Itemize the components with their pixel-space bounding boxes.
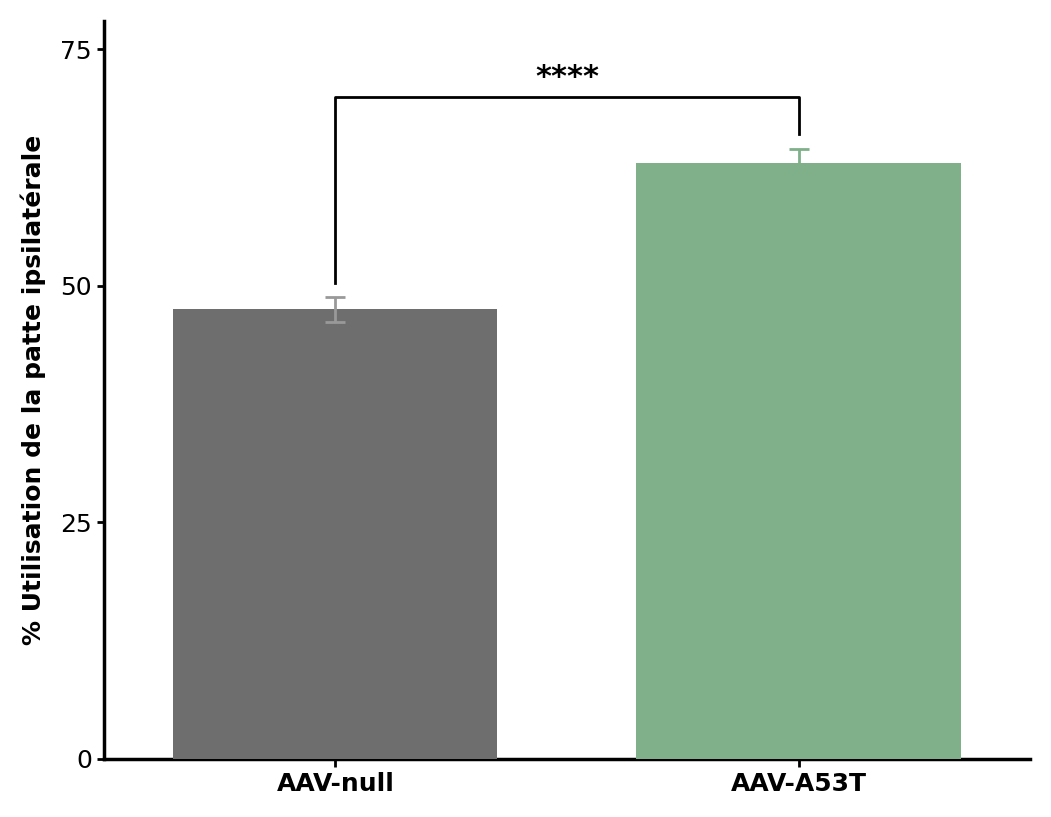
Bar	[637, 163, 961, 759]
Y-axis label: % Utilisation de la patte ipsilatérale: % Utilisation de la patte ipsilatérale	[21, 135, 46, 645]
Text: ****: ****	[535, 63, 599, 92]
Bar	[173, 310, 497, 759]
